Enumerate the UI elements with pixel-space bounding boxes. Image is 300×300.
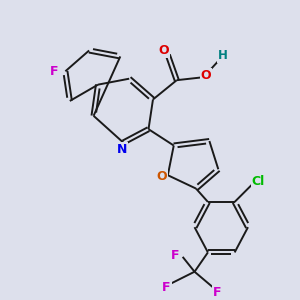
Text: F: F	[50, 65, 58, 78]
Text: F: F	[162, 281, 171, 294]
Text: Cl: Cl	[252, 175, 265, 188]
Text: F: F	[171, 249, 179, 262]
Text: O: O	[200, 69, 211, 82]
Text: H: H	[218, 49, 228, 62]
Text: F: F	[213, 286, 222, 299]
Text: O: O	[158, 44, 169, 57]
Text: O: O	[156, 170, 166, 183]
Text: N: N	[117, 142, 127, 156]
